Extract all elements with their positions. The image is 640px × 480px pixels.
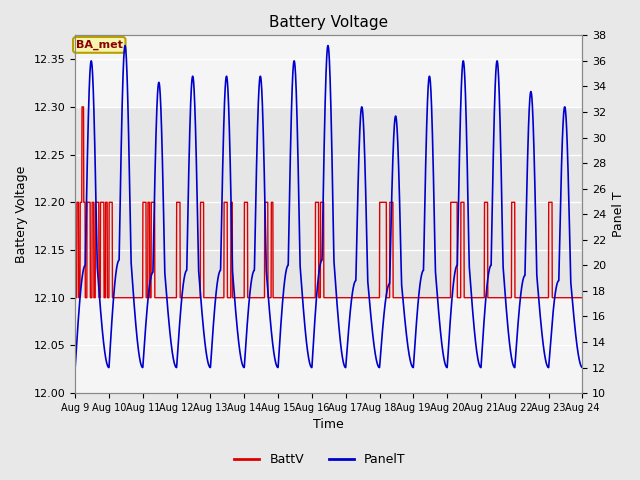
- X-axis label: Time: Time: [314, 419, 344, 432]
- Bar: [75, 107, 582, 298]
- Y-axis label: Battery Voltage: Battery Voltage: [15, 166, 28, 263]
- Legend: BattV, PanelT: BattV, PanelT: [229, 448, 411, 471]
- Title: Battery Voltage: Battery Voltage: [269, 15, 388, 30]
- Text: BA_met: BA_met: [76, 40, 123, 50]
- Y-axis label: Panel T: Panel T: [612, 192, 625, 237]
